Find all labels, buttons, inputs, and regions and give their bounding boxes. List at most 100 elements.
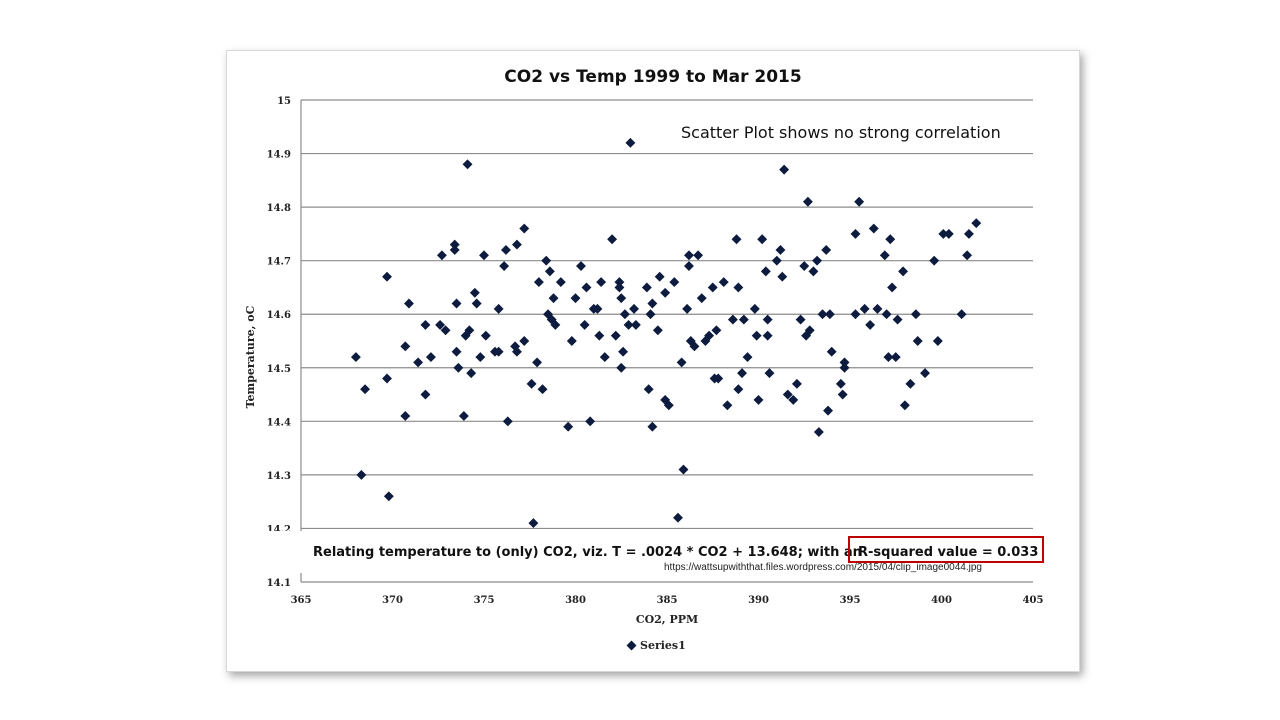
data-point (742, 352, 753, 363)
data-point (596, 277, 607, 288)
data-point (502, 416, 513, 427)
data-point (910, 309, 921, 320)
scatter-chart: CO2 vs Temp 1999 to Mar 2015 Scatter Plo… (227, 67, 1079, 652)
data-point (537, 384, 548, 395)
data-point (779, 164, 790, 175)
data-point (616, 293, 627, 304)
data-point (854, 196, 865, 207)
data-point (555, 277, 566, 288)
data-point (837, 389, 848, 400)
y-tick-label: 14.9 (267, 150, 291, 161)
data-point (689, 341, 700, 352)
data-point (799, 261, 810, 271)
data-point (760, 266, 771, 277)
y-tick-label: 14.6 (267, 310, 291, 321)
data-point (493, 303, 504, 314)
data-point (711, 325, 722, 336)
y-tick-label: 14.1 (267, 578, 291, 589)
data-point (673, 512, 683, 523)
data-point (499, 261, 510, 271)
data-point (585, 416, 596, 427)
data-point (451, 298, 462, 309)
data-point (775, 245, 786, 255)
data-point (382, 373, 392, 384)
data-point (576, 261, 586, 271)
data-point (548, 293, 559, 304)
data-point (625, 137, 636, 148)
data-point (693, 250, 704, 261)
data-point (480, 330, 491, 341)
data-point (964, 228, 974, 239)
data-point (647, 298, 658, 309)
data-point (962, 250, 973, 261)
equation-text: Relating temperature to (only) CO2, viz.… (313, 545, 862, 560)
y-tick-labels: 14.1 14.2 14.3 14.4 14.5 14.6 14.7 14.8 14.9 15 (267, 96, 291, 589)
data-point (835, 378, 846, 389)
x-tick-label: 405 (1023, 595, 1044, 606)
data-point (839, 357, 850, 368)
x-tick-label: 370 (382, 595, 403, 606)
data-point (451, 346, 462, 357)
data-point (550, 319, 561, 330)
data-point (943, 228, 954, 239)
y-tick-label: 14.5 (267, 364, 291, 375)
data-point (859, 303, 870, 314)
data-point (823, 405, 833, 416)
data-point (544, 266, 555, 277)
data-point (678, 464, 689, 475)
data-point (458, 411, 469, 421)
x-tick-label: 385 (657, 595, 678, 606)
data-point (826, 346, 837, 357)
data-point (817, 309, 828, 320)
data-point (570, 293, 581, 304)
data-point (795, 314, 806, 325)
data-point (404, 298, 414, 309)
data-point (704, 330, 715, 341)
data-point (464, 325, 475, 336)
data-point (885, 234, 896, 245)
data-point (912, 336, 923, 346)
data-point (493, 346, 504, 357)
r-squared-text: R-squared value = 0.033 (858, 545, 1038, 560)
data-point (733, 282, 744, 293)
y-tick-label: 14.3 (267, 471, 291, 482)
legend-label: Series1 (640, 639, 686, 652)
data-point (449, 245, 460, 255)
data-point (727, 314, 738, 325)
data-point (519, 336, 530, 346)
data-point (771, 255, 782, 266)
chart-title: CO2 vs Temp 1999 to Mar 2015 (504, 67, 801, 87)
data-point (892, 314, 903, 325)
data-point (356, 469, 367, 480)
data-point (791, 378, 802, 389)
data-point (696, 293, 707, 304)
data-point (532, 357, 543, 368)
data-point (616, 362, 627, 373)
data-point (629, 303, 640, 314)
data-point (479, 250, 489, 261)
data-point (563, 421, 574, 432)
data-point (453, 362, 464, 373)
data-point (762, 314, 773, 325)
data-point (808, 266, 819, 277)
data-point (839, 362, 850, 373)
x-axis-label: CO2, PPM (636, 613, 698, 626)
data-point (519, 223, 530, 234)
legend: Series1 (626, 639, 686, 652)
data-point (360, 384, 370, 395)
gridlines (300, 99, 1033, 583)
data-point (435, 319, 446, 330)
data-point (898, 266, 909, 277)
data-point (850, 228, 861, 239)
data-point (526, 378, 537, 389)
data-point (614, 282, 625, 293)
data-point (938, 228, 949, 239)
data-point (566, 336, 577, 346)
data-point (813, 427, 824, 437)
data-point (420, 319, 431, 330)
data-point (383, 491, 394, 502)
data-point (890, 352, 901, 363)
data-point (413, 357, 424, 368)
data-point (749, 303, 760, 314)
data-point (764, 368, 775, 379)
